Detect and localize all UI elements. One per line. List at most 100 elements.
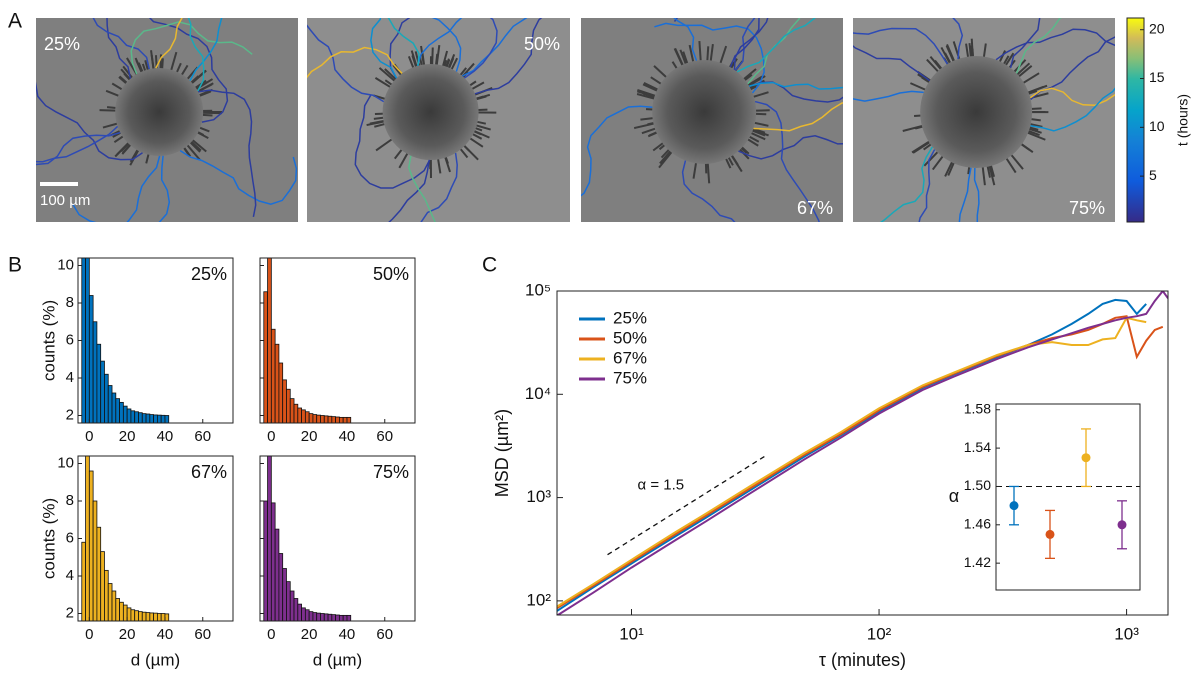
track	[754, 100, 820, 222]
panel-label: B	[8, 254, 22, 277]
bar	[145, 612, 151, 621]
bar	[289, 398, 295, 423]
track	[853, 45, 931, 82]
line	[557, 291, 1168, 615]
point	[1081, 453, 1091, 463]
micrograph	[853, 18, 1115, 222]
track	[474, 18, 543, 95]
bar	[331, 416, 337, 423]
x-tick-label: 20	[119, 626, 136, 643]
bar	[270, 502, 276, 621]
bar	[338, 614, 344, 621]
bar	[267, 456, 272, 621]
track	[1029, 87, 1115, 107]
track	[462, 18, 528, 77]
track	[307, 24, 385, 103]
track	[126, 155, 161, 222]
colorbar	[1126, 17, 1145, 223]
x-tick-label: 40	[157, 428, 174, 445]
bar	[107, 583, 113, 621]
bar	[293, 403, 299, 423]
bars	[263, 456, 352, 621]
panel-label: A	[8, 10, 22, 33]
track	[307, 46, 403, 79]
point	[1117, 520, 1127, 530]
chart-title: 50%	[373, 264, 409, 284]
bar	[278, 553, 284, 621]
y-tick-label: 1.58	[964, 400, 991, 416]
panel-label: C	[482, 254, 497, 277]
bar	[122, 604, 128, 621]
legend-label: 25%	[613, 308, 647, 327]
bar	[134, 610, 139, 621]
track	[179, 149, 298, 205]
track	[189, 18, 223, 81]
track	[749, 81, 843, 90]
micrograph-content	[307, 18, 570, 222]
track	[36, 125, 119, 163]
bar	[111, 392, 117, 423]
track	[198, 89, 257, 218]
x-tick-label: 10³	[1114, 624, 1139, 643]
bar	[346, 614, 352, 621]
x-tick-label: 40	[339, 626, 356, 643]
track	[736, 18, 816, 73]
bar	[100, 551, 105, 621]
x-tick-label: 0	[267, 428, 275, 445]
x-tick-label: 60	[194, 428, 211, 445]
y-tick-label: 10²	[526, 590, 551, 609]
track	[416, 18, 463, 67]
y-tick-label: 1.54	[964, 439, 991, 455]
track	[155, 18, 183, 69]
point	[1009, 501, 1019, 511]
bar	[100, 360, 105, 423]
micrograph-content	[36, 18, 298, 222]
x-tick-label: 0	[85, 428, 93, 445]
colorbar-label: t (hours)	[1175, 94, 1191, 146]
bar	[331, 614, 337, 621]
y-tick-label: 2	[66, 604, 74, 621]
bar	[81, 258, 86, 423]
track	[673, 18, 760, 68]
y-tick-label: 6	[66, 529, 74, 546]
bar	[304, 411, 310, 423]
colorbar-tick-label: 5	[1149, 167, 1157, 183]
bar	[267, 258, 272, 423]
bar	[130, 410, 136, 423]
bar	[111, 590, 117, 621]
x-axis-label: d (µm)	[131, 650, 180, 669]
track	[880, 146, 933, 222]
bar	[327, 613, 333, 621]
bar	[320, 415, 325, 423]
track	[1015, 18, 1062, 74]
legend-label: 50%	[613, 328, 647, 347]
chart-title: 75%	[373, 462, 409, 482]
bar	[119, 401, 124, 423]
bar	[104, 569, 109, 621]
bar	[316, 414, 321, 423]
track	[36, 81, 143, 161]
bar	[153, 612, 158, 621]
spheroid	[382, 64, 479, 160]
track	[1030, 36, 1115, 101]
track	[738, 135, 843, 160]
inset-box	[995, 403, 1141, 591]
image-label: 25%	[44, 34, 80, 54]
y-tick-label: 8	[66, 492, 74, 509]
bar	[301, 409, 306, 423]
y-axis-label: counts (%)	[39, 300, 58, 381]
image-label: 50%	[524, 34, 560, 54]
y-tick-label: 4	[66, 567, 74, 584]
y-tick-label: 1.42	[964, 554, 991, 570]
x-tick-label: 60	[376, 428, 393, 445]
bar	[85, 456, 90, 621]
y-axis-label: MSD (µm²)	[492, 409, 512, 497]
bar	[85, 258, 90, 423]
chart-title: 67%	[191, 462, 227, 482]
track	[106, 18, 132, 79]
bar	[160, 613, 166, 621]
bar	[122, 405, 128, 423]
bar	[312, 612, 318, 621]
bar	[316, 612, 321, 621]
micrograph-content	[581, 18, 843, 222]
